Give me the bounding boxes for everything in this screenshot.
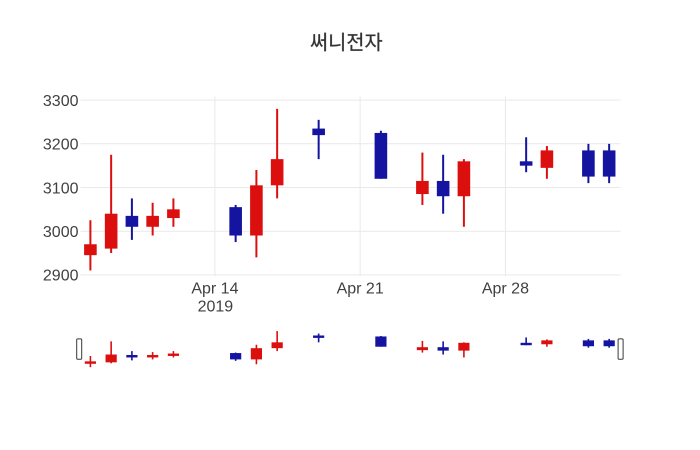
svg-text:3000: 3000	[43, 224, 79, 241]
svg-text:2019: 2019	[198, 299, 234, 316]
svg-text:Apr 28: Apr 28	[482, 281, 529, 298]
svg-text:Apr 21: Apr 21	[337, 281, 384, 298]
svg-text:3300: 3300	[43, 93, 79, 110]
svg-text:3100: 3100	[43, 180, 79, 197]
svg-text:3200: 3200	[43, 137, 79, 154]
svg-text:Apr 14: Apr 14	[191, 281, 238, 298]
svg-text:2900: 2900	[43, 268, 79, 285]
